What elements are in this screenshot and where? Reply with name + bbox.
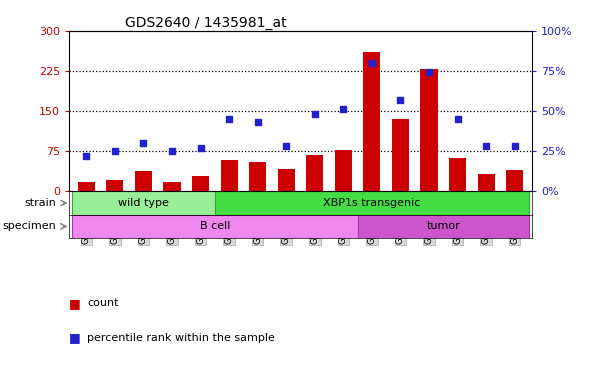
Text: wild type: wild type	[118, 198, 169, 208]
Point	[338, 106, 348, 113]
Point	[395, 97, 405, 103]
Bar	[307, 155, 323, 191]
Point	[367, 60, 377, 66]
Bar	[163, 182, 180, 191]
Point	[453, 116, 462, 122]
Text: specimen: specimen	[2, 222, 56, 232]
Text: ■: ■	[69, 297, 81, 310]
Text: GDS2640 / 1435981_at: GDS2640 / 1435981_at	[124, 16, 286, 30]
Bar	[72, 215, 358, 238]
Text: count: count	[87, 298, 118, 308]
Point	[253, 119, 263, 125]
Bar	[215, 191, 529, 215]
Bar	[392, 119, 409, 191]
Point	[167, 148, 177, 154]
Point	[481, 143, 491, 149]
Point	[310, 111, 320, 118]
Bar	[192, 176, 209, 191]
Text: tumor: tumor	[427, 222, 460, 232]
Bar	[72, 191, 215, 215]
Bar	[421, 69, 438, 191]
Text: percentile rank within the sample: percentile rank within the sample	[87, 333, 275, 343]
Bar	[221, 160, 237, 191]
Bar	[335, 150, 352, 191]
Bar	[358, 215, 529, 238]
Text: strain: strain	[25, 198, 56, 208]
Bar	[506, 170, 523, 191]
Point	[110, 148, 120, 154]
Bar	[449, 158, 466, 191]
Bar	[364, 52, 380, 191]
Text: ■: ■	[69, 331, 81, 344]
Bar	[106, 180, 123, 191]
Bar	[249, 162, 266, 191]
Bar	[78, 182, 95, 191]
Bar	[135, 171, 152, 191]
Bar	[278, 169, 294, 191]
Point	[510, 143, 519, 149]
Point	[82, 153, 91, 159]
Point	[196, 145, 206, 151]
Point	[224, 116, 234, 122]
Point	[281, 143, 291, 149]
Text: B cell: B cell	[200, 222, 230, 232]
Point	[139, 140, 148, 146]
Text: XBP1s transgenic: XBP1s transgenic	[323, 198, 421, 208]
Point	[424, 70, 434, 76]
Bar	[478, 174, 495, 191]
